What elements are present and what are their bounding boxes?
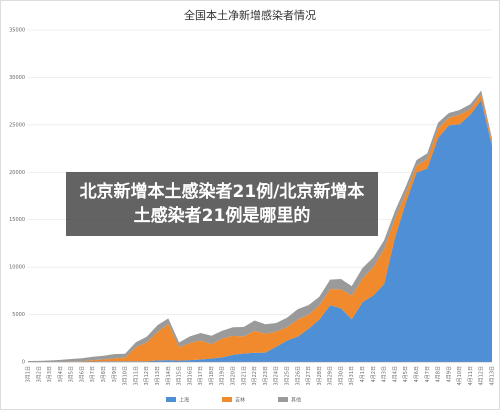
area [28, 94, 492, 362]
legend-label: 上海 [179, 397, 189, 404]
legend-swatch [222, 397, 232, 402]
x-tick-label: 4月9日 [446, 366, 452, 382]
x-tick-label: 4月6日 [414, 366, 420, 382]
x-tick-label: 4月7日 [425, 366, 431, 382]
x-tick-label: 3月8日 [101, 366, 107, 382]
x-tick-label: 3月14日 [166, 366, 172, 386]
x-tick-label: 3月7日 [90, 366, 96, 382]
x-tick-label: 3月5日 [69, 366, 75, 382]
y-tick-label: 35000 [9, 28, 25, 34]
x-tick-label: 3月29日 [328, 366, 334, 386]
y-tick-label: 0 [22, 360, 25, 366]
caption: 北京新增本土感染者21例/北京新增本土感染者21例是哪里的 [66, 172, 378, 236]
legend-swatch [278, 397, 288, 402]
x-tick-label: 3月19日 [220, 366, 226, 386]
x-tick-label: 4月3日 [382, 366, 388, 382]
x-tick-label: 3月9日 [112, 366, 118, 382]
y-tick-label: 15000 [9, 217, 25, 223]
x-tick-label: 4月1日 [360, 366, 366, 382]
x-tick-label: 4月10日 [457, 366, 463, 386]
x-tick-label: 3月18日 [209, 366, 215, 386]
x-tick-label: 4月12日 [479, 366, 485, 386]
x-tick-label: 3月30日 [338, 366, 344, 386]
x-tick-label: 3月28日 [317, 366, 323, 386]
x-tick-label: 4月8日 [436, 366, 442, 382]
x-tick-label: 4月2日 [371, 366, 377, 382]
area [28, 100, 492, 363]
y-tick-label: 20000 [9, 170, 25, 176]
y-tick-label: 5000 [12, 312, 25, 318]
x-tick-label: 4月11日 [468, 366, 474, 386]
x-tick-label: 3月2日 [36, 366, 42, 382]
legend-label: 吉林 [235, 397, 245, 404]
x-tick-label: 3月23日 [263, 366, 269, 386]
x-tick-label: 3月31日 [349, 366, 355, 386]
x-tick-label: 3月27日 [306, 366, 312, 386]
x-tick-label: 3月25日 [284, 366, 290, 386]
x-tick-label: 3月16日 [187, 366, 193, 386]
x-tick-label: 4月13日 [490, 366, 496, 386]
legend-label: 其他 [291, 397, 301, 404]
x-tick-label: 4月4日 [392, 366, 398, 382]
y-tick-label: 25000 [9, 122, 25, 128]
x-tick-label: 4月5日 [403, 366, 409, 382]
x-tick-label: 3月3日 [47, 366, 53, 382]
x-tick-label: 3月10日 [123, 366, 129, 386]
x-tick-label: 3月21日 [241, 366, 247, 386]
x-tick-label: 3月1日 [26, 366, 32, 382]
legend-swatch [166, 397, 176, 402]
x-tick-label: 3月20日 [231, 366, 237, 386]
x-tick-label: 3月11日 [133, 366, 139, 386]
area [28, 90, 492, 362]
x-tick-label: 3月12日 [144, 366, 150, 386]
x-tick-label: 3月15日 [177, 366, 183, 386]
x-tick-label: 3月6日 [79, 366, 85, 382]
chart-title: 全国本土净新增感染者情况 [184, 8, 316, 22]
x-tick-label: 3月22日 [252, 366, 258, 386]
y-tick-label: 10000 [9, 265, 25, 271]
x-tick-label: 3月4日 [58, 366, 64, 382]
x-tick-label: 3月24日 [274, 366, 280, 386]
x-tick-label: 3月13日 [155, 366, 161, 386]
x-tick-label: 3月26日 [295, 366, 301, 386]
y-tick-label: 30000 [9, 75, 25, 81]
x-tick-label: 3月17日 [198, 366, 204, 386]
